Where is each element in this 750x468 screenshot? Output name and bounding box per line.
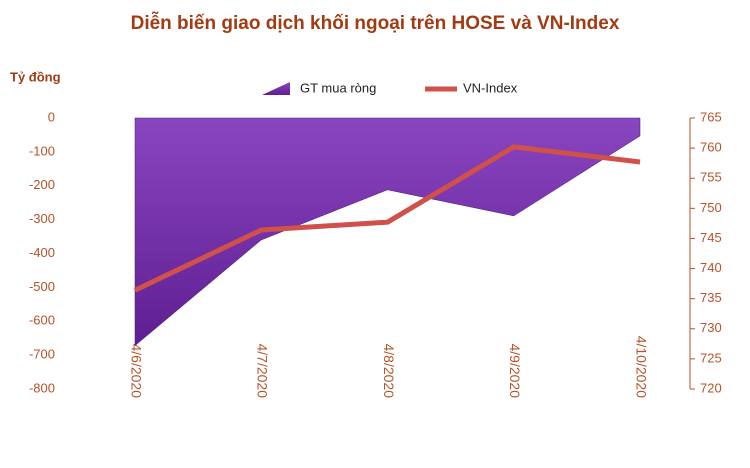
y-tick-label: -200 (29, 177, 55, 192)
y-tick-label: -300 (29, 211, 55, 226)
y2-tick-label: 745 (700, 230, 722, 245)
y2-tick-label: 725 (700, 350, 722, 365)
legend-label: VN-Index (463, 80, 518, 95)
y2-tick-label: 720 (700, 380, 722, 395)
y-tick-label: 0 (48, 109, 55, 124)
y2-tick-label: 735 (700, 290, 722, 305)
y-tick-label: -600 (29, 313, 55, 328)
y2-tick-label: 750 (700, 200, 722, 215)
y2-tick-label: 755 (700, 170, 722, 185)
y-tick-label: -100 (29, 143, 55, 158)
chart-title: Diễn biến giao dịch khối ngoại trên HOSE… (131, 12, 620, 34)
y2-tick-label: 740 (700, 260, 722, 275)
y-tick-label: -400 (29, 245, 55, 260)
area (134, 117, 641, 347)
x-tick-label: 4/10/2020 (633, 336, 649, 398)
y2-tick-label: 765 (700, 109, 722, 124)
x-tick-label: 4/7/2020 (255, 344, 271, 399)
x-tick-label: 4/8/2020 (381, 344, 397, 399)
x-tick-label: 4/9/2020 (507, 344, 523, 399)
legend-label: GT mua ròng (300, 80, 376, 95)
y2-tick-label: 730 (700, 320, 722, 335)
y-tick-label: -700 (29, 347, 55, 362)
legend-swatch (262, 82, 290, 95)
y-axis-label: Tỷ đồng (10, 69, 61, 84)
x-tick-label: 4/6/2020 (128, 344, 144, 399)
line (133, 144, 641, 293)
y-tick-label: -800 (29, 380, 55, 395)
y2-tick-label: 760 (700, 140, 722, 155)
y-tick-label: -500 (29, 279, 55, 294)
